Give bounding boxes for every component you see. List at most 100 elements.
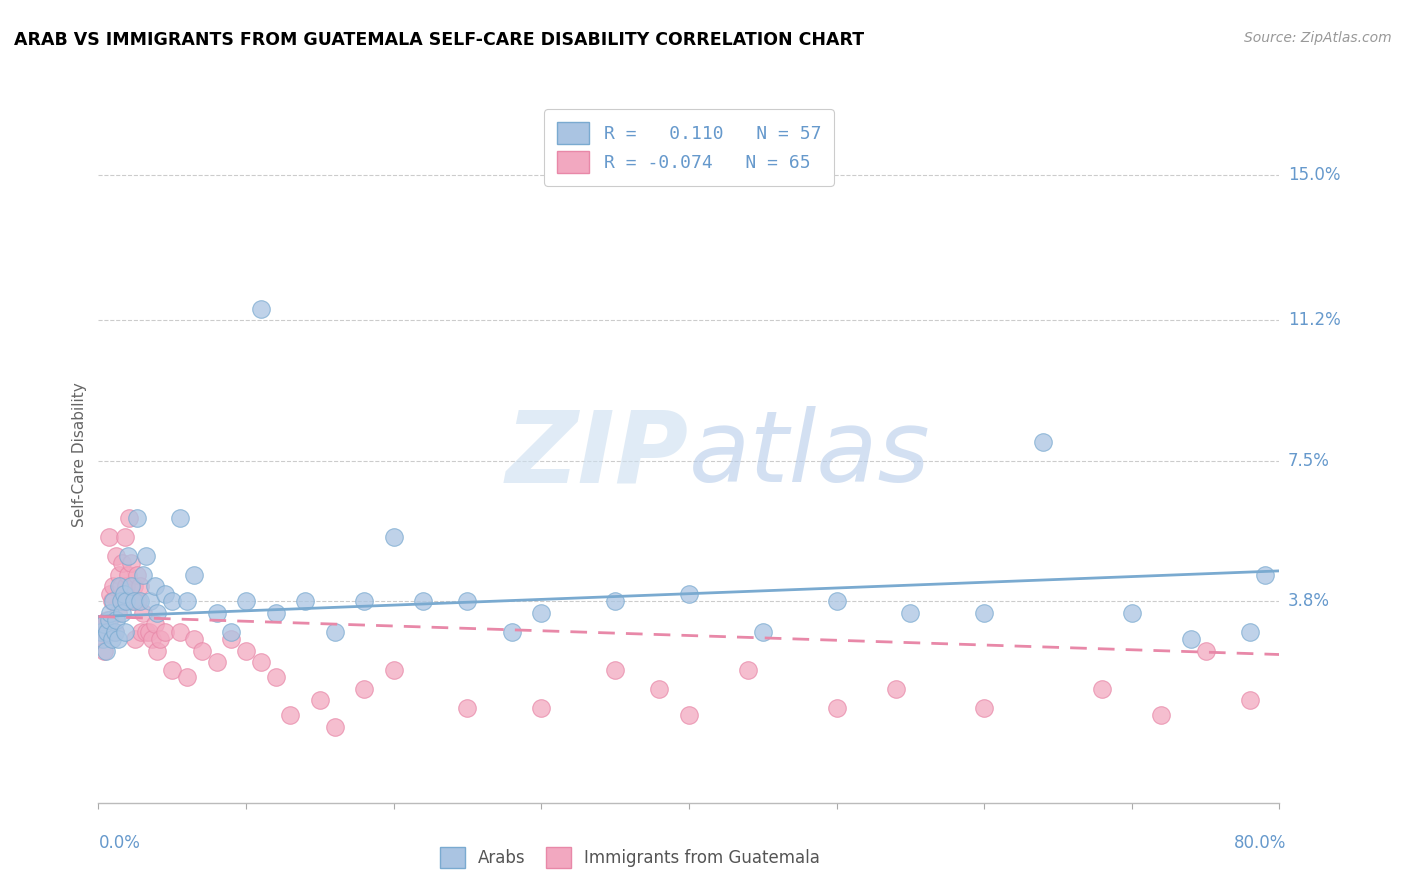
Point <box>115 579 138 593</box>
Point <box>124 632 146 647</box>
Text: 0.0%: 0.0% <box>98 834 141 852</box>
Point <box>382 663 405 677</box>
Point <box>1254 567 1277 582</box>
Point <box>153 587 176 601</box>
Point <box>96 624 118 639</box>
Text: 15.0%: 15.0% <box>1288 167 1340 185</box>
Point <box>149 632 172 647</box>
Point <box>1239 624 1261 639</box>
Point <box>100 594 122 608</box>
Point <box>176 594 198 608</box>
Point <box>110 594 132 608</box>
Point <box>219 632 242 647</box>
Point <box>264 606 287 620</box>
Point <box>1121 606 1143 620</box>
Point <box>143 617 166 632</box>
Point <box>162 663 183 677</box>
Point <box>162 594 183 608</box>
Point <box>1150 708 1173 723</box>
Point <box>103 579 125 593</box>
Point <box>111 606 134 620</box>
Point <box>93 644 115 658</box>
Point <box>1239 693 1261 707</box>
Point <box>900 606 922 620</box>
Point <box>353 594 375 608</box>
Point <box>1180 632 1202 647</box>
Point <box>90 632 112 647</box>
Text: 3.8%: 3.8% <box>1288 592 1330 610</box>
Point <box>117 567 139 582</box>
Point <box>91 617 114 632</box>
Point <box>107 606 129 620</box>
Point <box>125 510 148 524</box>
Point <box>94 644 117 658</box>
Point <box>169 624 191 639</box>
Point <box>103 594 125 608</box>
Point <box>205 606 228 620</box>
Point <box>94 624 117 639</box>
Point <box>104 624 127 639</box>
Point <box>122 594 145 608</box>
Point <box>110 579 132 593</box>
Point <box>132 567 155 582</box>
Point <box>191 644 214 658</box>
Text: ARAB VS IMMIGRANTS FROM GUATEMALA SELF-CARE DISABILITY CORRELATION CHART: ARAB VS IMMIGRANTS FROM GUATEMALA SELF-C… <box>14 31 865 49</box>
Y-axis label: Self-Care Disability: Self-Care Disability <box>72 383 87 527</box>
Point <box>122 579 145 593</box>
Point <box>825 700 848 714</box>
Point <box>105 613 128 627</box>
Point <box>1091 681 1114 696</box>
Point <box>143 579 166 593</box>
Point <box>751 624 773 639</box>
Point <box>91 632 114 647</box>
Point <box>108 579 131 593</box>
Point <box>278 708 302 723</box>
Point <box>107 632 129 647</box>
Point <box>605 594 627 608</box>
Point <box>294 594 316 608</box>
Point <box>323 720 346 734</box>
Legend: Arabs, Immigrants from Guatemala: Arabs, Immigrants from Guatemala <box>433 841 827 874</box>
Point <box>93 617 115 632</box>
Point <box>114 624 136 639</box>
Point <box>678 708 700 723</box>
Point <box>98 587 121 601</box>
Point <box>264 670 287 684</box>
Point <box>129 624 152 639</box>
Point <box>973 700 995 714</box>
Point <box>104 624 127 639</box>
Text: Source: ZipAtlas.com: Source: ZipAtlas.com <box>1244 31 1392 45</box>
Point <box>146 644 169 658</box>
Point <box>205 655 228 669</box>
Point <box>183 632 205 647</box>
Point <box>1195 644 1218 658</box>
Point <box>323 624 346 639</box>
Point <box>97 530 120 544</box>
Point <box>128 579 150 593</box>
Text: ZIP: ZIP <box>506 407 689 503</box>
Point <box>100 632 122 647</box>
Point <box>114 530 136 544</box>
Point <box>132 606 155 620</box>
Point <box>120 579 142 593</box>
Point <box>139 594 162 608</box>
Point <box>120 556 142 570</box>
Point <box>89 624 111 639</box>
Text: 80.0%: 80.0% <box>1234 834 1286 852</box>
Point <box>118 510 141 524</box>
Point <box>973 606 995 620</box>
Point <box>115 594 138 608</box>
Point <box>169 510 191 524</box>
Point <box>105 549 128 563</box>
Text: 11.2%: 11.2% <box>1288 311 1340 329</box>
Point <box>737 663 759 677</box>
Point <box>530 700 553 714</box>
Text: 7.5%: 7.5% <box>1288 451 1330 469</box>
Point <box>98 606 121 620</box>
Point <box>250 655 273 669</box>
Point <box>135 624 157 639</box>
Point <box>141 632 163 647</box>
Point <box>1032 434 1054 449</box>
Point <box>146 606 169 620</box>
Point <box>108 567 131 582</box>
